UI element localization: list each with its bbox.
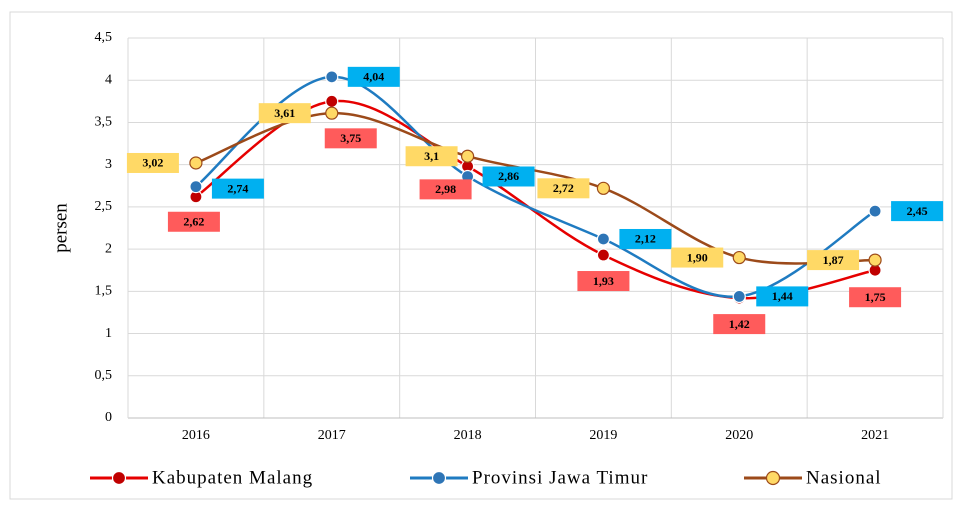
marker xyxy=(596,232,611,246)
data-label: 1,75 xyxy=(865,290,886,304)
marker xyxy=(868,204,882,218)
y-tick-label: 0,5 xyxy=(95,368,113,383)
marker xyxy=(732,289,746,303)
marker xyxy=(189,156,203,170)
legend-label: Nasional xyxy=(806,467,882,488)
data-label-box xyxy=(126,152,179,173)
data-label: 2,45 xyxy=(907,204,928,218)
y-tick-label: 3 xyxy=(105,157,112,172)
y-tick-label: 4 xyxy=(105,72,112,87)
data-label-box xyxy=(211,178,264,199)
marker xyxy=(189,180,203,194)
y-tick-label: 1,5 xyxy=(95,284,113,299)
y-tick-label: 3,5 xyxy=(95,115,113,130)
data-label-box xyxy=(482,166,535,187)
data-label-box xyxy=(671,247,724,268)
x-tick-label: 2019 xyxy=(589,428,617,443)
data-label: 3,75 xyxy=(340,131,361,145)
x-tick-label: 2016 xyxy=(182,428,210,443)
data-label: 1,90 xyxy=(687,250,708,264)
y-tick-label: 4,5 xyxy=(95,30,113,45)
markers xyxy=(189,70,882,305)
data-label-box xyxy=(713,314,766,335)
data-label: 2,12 xyxy=(635,232,656,246)
marker xyxy=(460,149,475,163)
data-label-box xyxy=(577,271,630,292)
data-labels: 2,62 3,75 2,98 1,93 1,42 1,75 2,74 4,04 2,86 2,12… xyxy=(126,66,944,335)
legend-label: Kabupaten Malang xyxy=(152,467,313,488)
data-label: 2,74 xyxy=(227,181,248,195)
legend-marker xyxy=(431,470,447,486)
data-label: 1,93 xyxy=(593,274,614,288)
data-label-box xyxy=(756,286,809,307)
x-tick-label: 2017 xyxy=(318,428,346,443)
data-label-box xyxy=(258,103,311,124)
marker xyxy=(732,250,746,265)
data-label: 1,87 xyxy=(823,253,844,267)
data-label-box xyxy=(537,178,590,199)
data-label-box xyxy=(167,211,220,232)
legend-marker xyxy=(111,470,127,486)
data-label-box xyxy=(405,146,458,167)
y-tick-label: 0 xyxy=(105,410,112,425)
legend-label: Provinsi Jawa Timur xyxy=(472,467,648,488)
marker xyxy=(596,181,611,195)
data-label-box xyxy=(891,201,944,222)
data-label: 3,1 xyxy=(424,149,439,163)
data-label: 2,62 xyxy=(183,215,204,229)
data-label: 1,42 xyxy=(729,317,750,331)
data-label-box xyxy=(419,179,472,200)
data-label: 2,86 xyxy=(498,169,519,183)
y-tick-label: 1 xyxy=(105,326,112,341)
data-label-box xyxy=(849,287,902,308)
marker xyxy=(325,106,339,120)
data-label: 4,04 xyxy=(363,70,384,84)
y-tick-label: 2 xyxy=(105,241,112,256)
marker xyxy=(325,94,339,108)
data-label-box xyxy=(807,250,860,271)
marker xyxy=(868,253,882,267)
data-label: 3,61 xyxy=(274,106,295,120)
data-label-box xyxy=(619,228,672,249)
y-tick-label: 2,5 xyxy=(95,199,113,214)
series-line xyxy=(195,75,876,298)
x-tick-label: 2020 xyxy=(725,428,753,443)
data-label: 3,02 xyxy=(142,156,163,170)
y-axis-label: persen xyxy=(50,203,71,253)
data-label-box xyxy=(324,128,377,149)
data-label: 2,72 xyxy=(553,181,574,195)
x-tick-label: 2021 xyxy=(861,428,889,443)
data-label-box xyxy=(347,66,400,87)
data-label: 1,44 xyxy=(772,289,793,303)
data-label: 2,98 xyxy=(435,182,456,196)
marker xyxy=(325,70,339,84)
marker xyxy=(596,248,611,262)
x-tick-label: 2018 xyxy=(454,428,482,443)
legend-marker xyxy=(765,470,781,486)
